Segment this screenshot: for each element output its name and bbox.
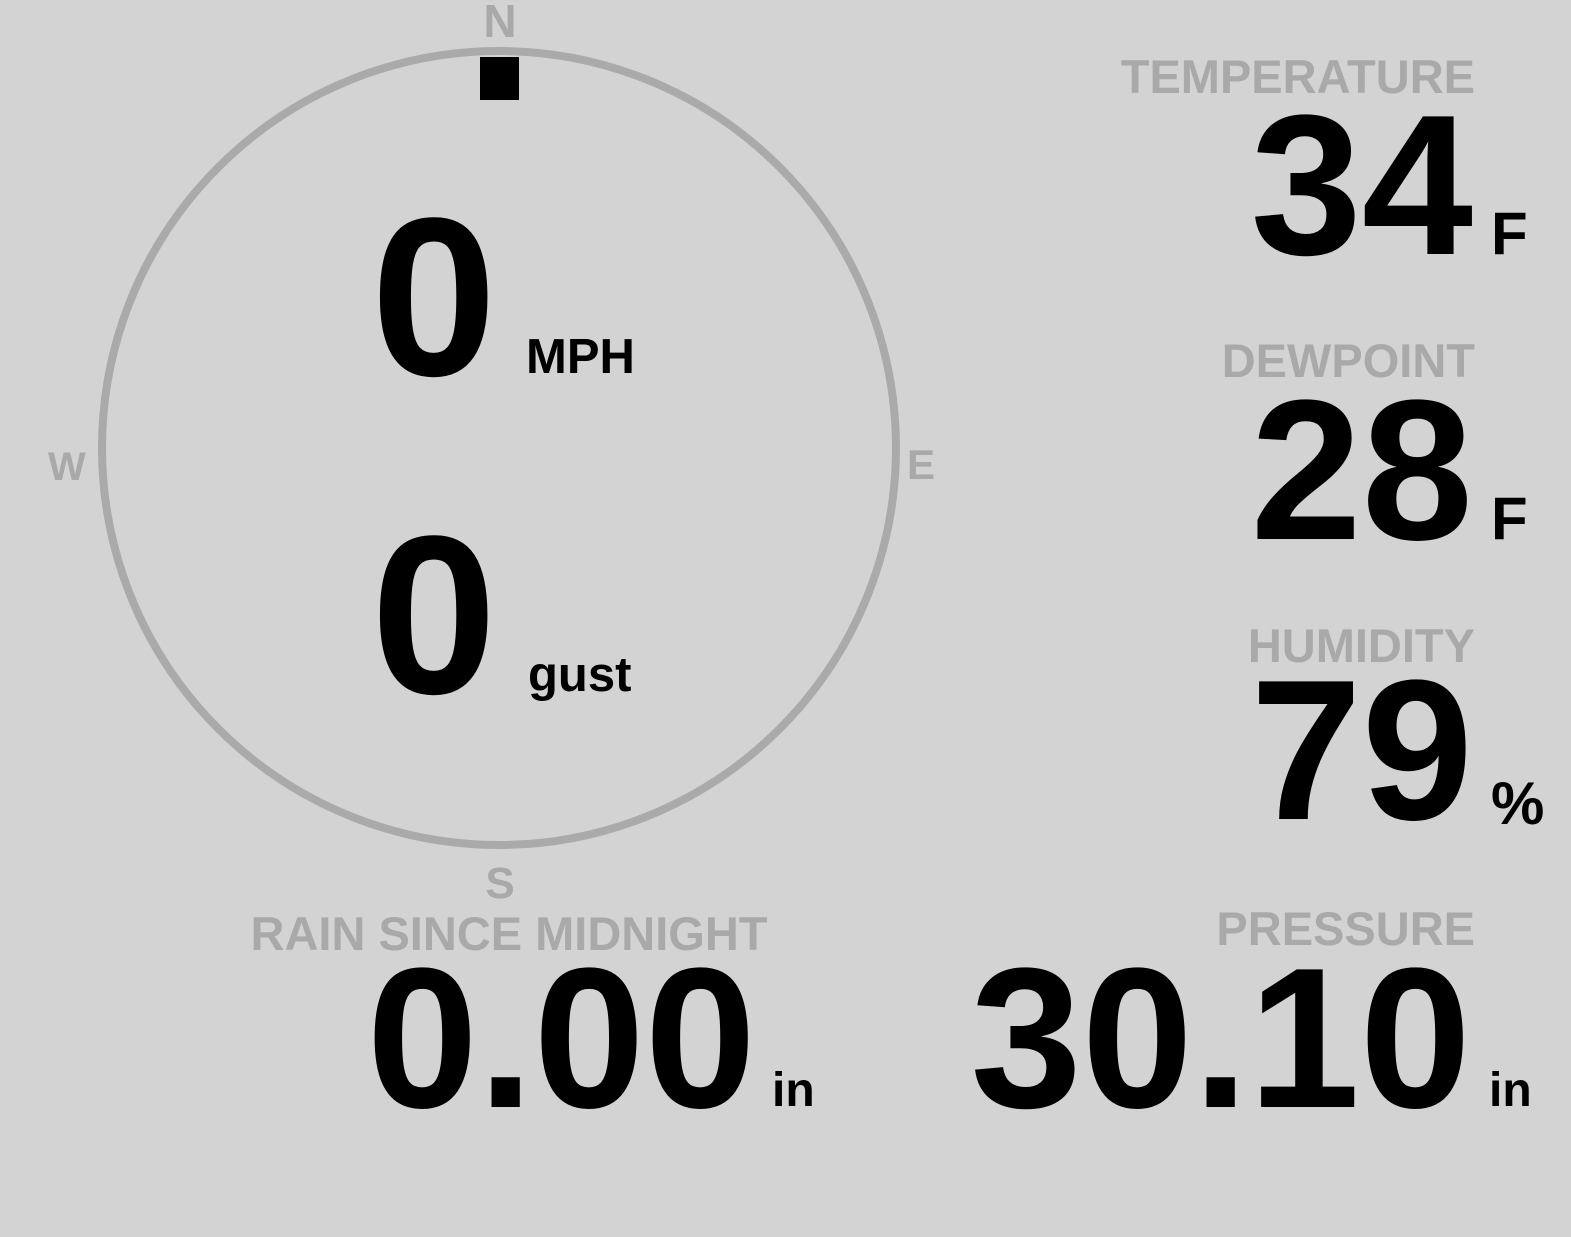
rain-unit: in <box>772 1064 815 1117</box>
compass-south-label: S <box>485 859 515 908</box>
pressure-value: 30.10 <box>970 927 1472 1150</box>
compass-ring <box>98 47 900 849</box>
rain-value: 0.00 <box>366 927 756 1150</box>
temperature-label: TEMPERATURE <box>1120 50 1475 103</box>
dewpoint-value: 28 <box>1250 359 1473 582</box>
dewpoint-label: DEWPOINT <box>1221 334 1475 387</box>
wind-direction-needle <box>480 57 519 100</box>
wind-gust-label: gust <box>528 648 632 702</box>
compass-east-label: E <box>907 441 936 488</box>
humidity-unit: % <box>1491 770 1545 837</box>
pressure-label: PRESSURE <box>1216 902 1475 955</box>
wind-gust-value: 0 <box>371 488 497 741</box>
humidity-label: HUMIDITY <box>1247 619 1475 672</box>
compass-north-label: N <box>483 0 517 47</box>
dewpoint-unit: F <box>1491 485 1528 552</box>
compass-west-label: W <box>48 445 86 489</box>
wind-speed-unit: MPH <box>526 330 635 384</box>
rain-label: RAIN SINCE MIDNIGHT <box>250 907 768 960</box>
pressure-unit: in <box>1489 1064 1532 1117</box>
temperature-value: 34 <box>1250 74 1473 297</box>
temperature-unit: F <box>1491 200 1528 267</box>
wind-speed-value: 0 <box>371 170 497 423</box>
humidity-value: 79 <box>1250 639 1473 862</box>
